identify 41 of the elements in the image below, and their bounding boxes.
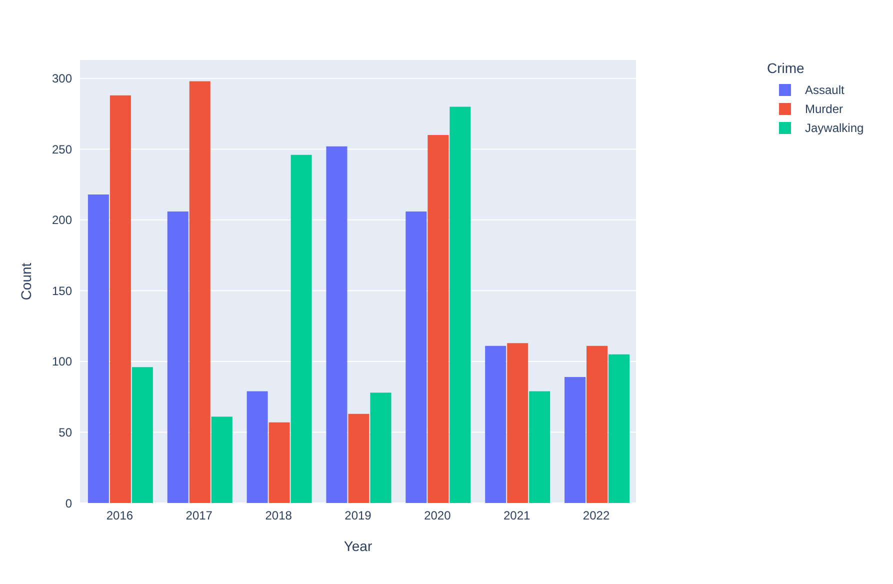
bar xyxy=(450,106,471,503)
bar xyxy=(406,211,427,503)
bar xyxy=(246,391,268,503)
x-tick-label: 2020 xyxy=(424,508,452,523)
bar xyxy=(189,81,210,503)
bar xyxy=(564,377,586,503)
y-tick-label: 200 xyxy=(52,213,72,228)
bar xyxy=(485,346,506,503)
bar xyxy=(586,346,608,503)
bar xyxy=(88,194,109,503)
y-tick-label: 100 xyxy=(52,354,72,369)
bar xyxy=(268,422,290,503)
bar xyxy=(507,343,528,503)
y-tick-label: 300 xyxy=(52,72,72,86)
x-tick-label: 2019 xyxy=(344,508,372,523)
legend-label: Murder xyxy=(805,102,844,116)
legend-label: Jaywalking xyxy=(805,120,864,134)
x-tick-label: 2018 xyxy=(265,508,292,523)
bar xyxy=(348,414,370,503)
bar xyxy=(211,416,232,503)
bar xyxy=(132,367,153,503)
y-tick-label: 50 xyxy=(58,425,72,440)
bar xyxy=(167,211,188,503)
y-tick-label: 150 xyxy=(52,284,72,298)
bar xyxy=(110,95,131,503)
y-tick-label: 0 xyxy=(65,496,72,510)
x-axis-title: Year xyxy=(344,538,372,554)
y-axis-title: Count xyxy=(18,262,34,300)
bar xyxy=(608,354,630,503)
x-tick-label: 2017 xyxy=(186,508,213,523)
x-tick-label: 2016 xyxy=(106,508,134,523)
bar xyxy=(428,135,449,503)
legend-label: Assault xyxy=(805,82,844,96)
y-tick-label: 250 xyxy=(52,142,72,156)
bar xyxy=(326,146,348,503)
x-tick-label: 2022 xyxy=(582,508,610,523)
bar xyxy=(290,154,312,503)
bar xyxy=(529,391,550,503)
legend-title: Crime xyxy=(767,60,806,76)
bar xyxy=(370,392,392,503)
x-tick-label: 2021 xyxy=(504,508,531,523)
